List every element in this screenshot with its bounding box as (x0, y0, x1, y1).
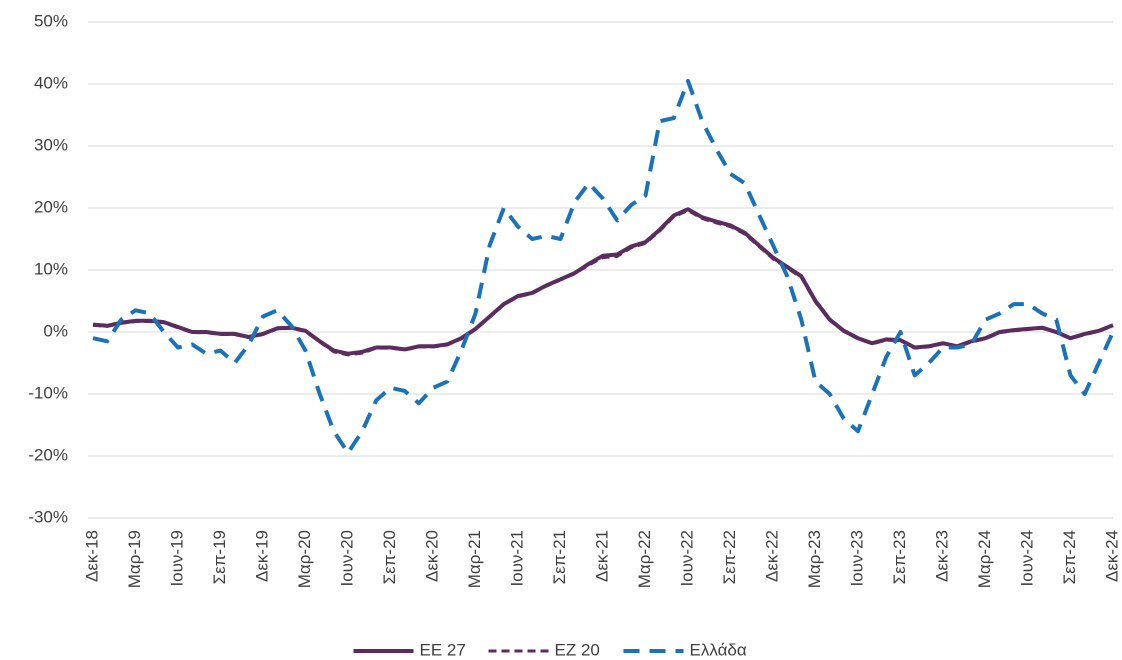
y-tick-label: 30% (34, 135, 68, 154)
legend-label: Ελλάδα (690, 640, 747, 659)
x-tick-label: Σεπ-20 (380, 530, 399, 584)
x-tick-label: Δεκ-18 (82, 530, 101, 582)
y-tick-label: 0% (43, 321, 68, 340)
x-tick-label: Ιουν-20 (337, 530, 356, 587)
x-tick-label: Ιουν-19 (167, 530, 186, 587)
x-tick-label: Δεκ-24 (1102, 530, 1121, 582)
x-tick-label: Δεκ-22 (762, 530, 781, 582)
x-tick-label: Μαρ-19 (125, 530, 144, 588)
x-tick-label: Μαρ-23 (805, 530, 824, 588)
y-tick-label: 50% (34, 11, 68, 30)
x-tick-label: Μαρ-21 (465, 530, 484, 588)
line-series (92, 209, 1114, 357)
x-tick-label: Μαρ-24 (975, 530, 994, 588)
x-tick-label: Μαρ-22 (635, 530, 654, 588)
x-tick-label: Σεπ-21 (550, 530, 569, 584)
y-tick-label: -20% (28, 445, 68, 464)
line-series (92, 78, 1115, 455)
x-tick-label: Σεπ-19 (210, 530, 229, 584)
y-tick-label: -30% (28, 507, 68, 526)
x-tick-label: Μαρ-20 (295, 530, 314, 588)
legend-label: ΕΖ 20 (555, 640, 600, 659)
y-tick-label: -10% (28, 383, 68, 402)
y-tick-label: 10% (34, 259, 68, 278)
x-tick-label: Σεπ-22 (720, 530, 739, 584)
x-tick-label: Δεκ-23 (932, 530, 951, 582)
x-tick-label: Ιουν-22 (677, 530, 696, 587)
x-tick-label: Σεπ-24 (1060, 530, 1079, 584)
x-tick-label: Δεκ-20 (422, 530, 441, 582)
x-tick-label: Ιουν-24 (1017, 530, 1036, 587)
x-tick-label: Ιουν-23 (847, 530, 866, 587)
x-tick-label: Δεκ-19 (252, 530, 271, 582)
x-tick-label: Σεπ-23 (890, 530, 909, 584)
y-tick-label: 40% (34, 73, 68, 92)
legend-label: ΕΕ 27 (420, 640, 466, 659)
x-tick-label: Δεκ-21 (592, 530, 611, 582)
x-tick-label: Ιουν-21 (507, 530, 526, 587)
y-tick-label: 20% (34, 197, 68, 216)
